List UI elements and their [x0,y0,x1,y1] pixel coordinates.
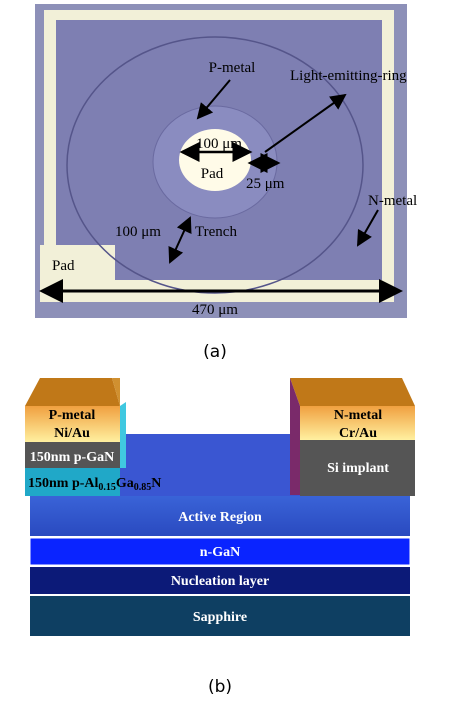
barrier-text: N [151,476,161,491]
barrier-sub: 0.15 [98,482,116,493]
right-metal: N-metal [334,408,382,423]
label-ring-width: 25 μm [246,176,285,192]
label-inner-diameter: 100 μm [196,136,242,152]
label-ring: Light-emitting-ring [290,68,407,84]
layer-label: Sapphire [193,610,247,625]
barrier-text: 150nm p-Al [28,476,99,491]
label-corner-pad: Pad [52,258,75,274]
label-center-pad: Pad [201,166,224,182]
layer-label: Nucleation layer [171,574,269,589]
cap-layer: 150nm p-GaN [30,450,114,465]
left-metal: P-metal [49,408,96,423]
micrograph [35,4,407,318]
implant: Si implant [327,461,389,476]
label-p-metal: P-metal [209,60,256,76]
right-metal-stack: Cr/Au [339,426,377,441]
label-width: 470 μm [192,302,238,318]
layer-label: n-GaN [200,545,240,560]
barrier-text: Ga [116,476,134,491]
caption-a: (a) [203,342,227,362]
left-metal-stack: Ni/Au [54,426,90,441]
label-trench: Trench [195,224,237,240]
label-trench-width: 100 μm [115,224,161,240]
barrier-sub: 0.85 [134,482,152,493]
layer-label: Active Region [178,510,262,525]
caption-b: (b) [208,677,232,697]
label-n-metal: N-metal [368,193,417,209]
figure: P-metal Light-emitting-ring 100 μm Pad 2… [0,0,463,702]
